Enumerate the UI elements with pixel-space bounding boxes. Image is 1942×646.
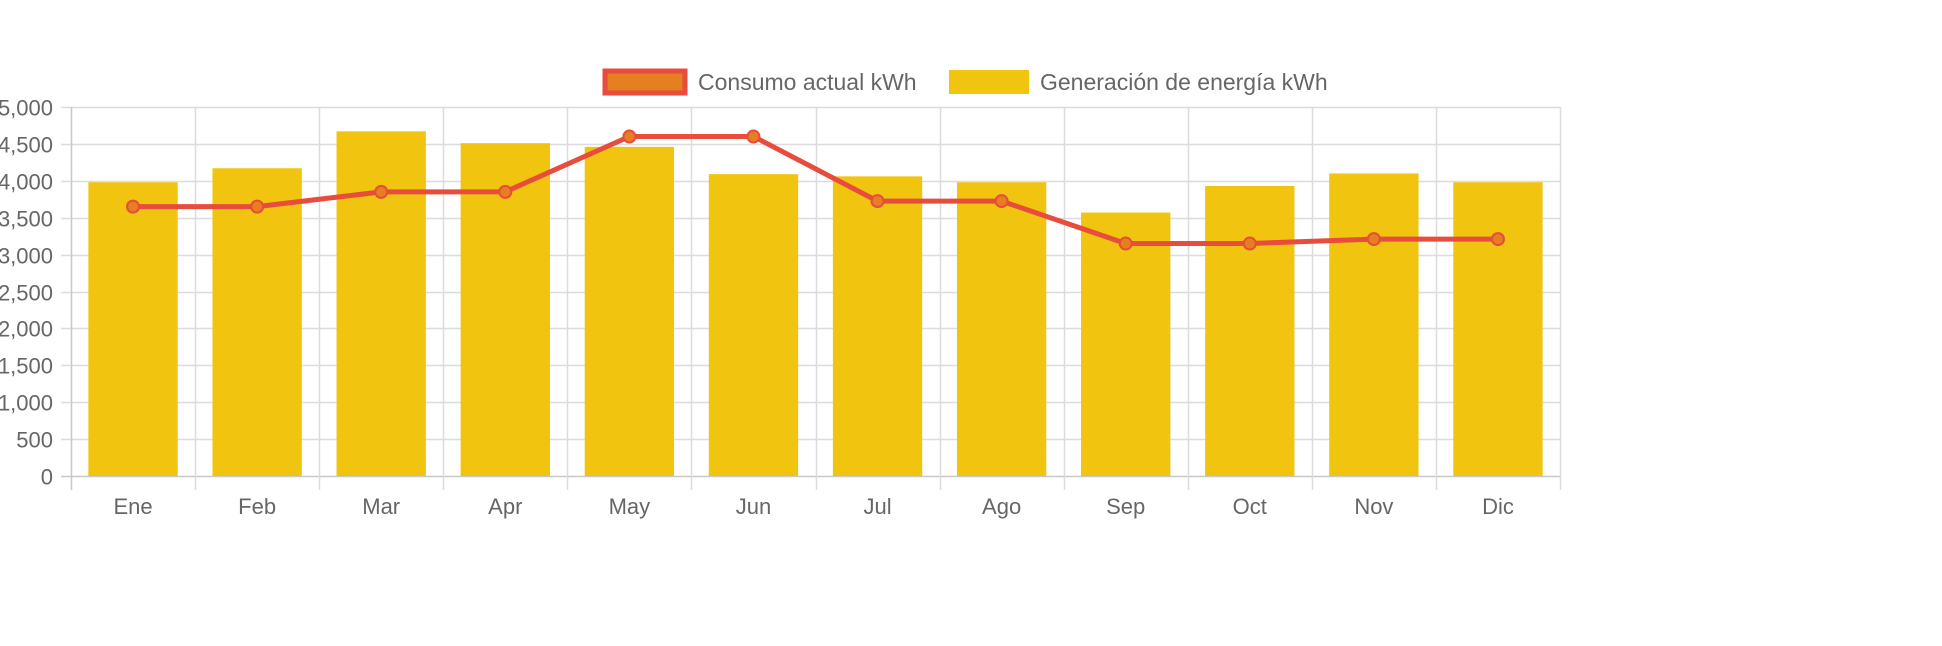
legend-swatch-consumo [602,68,688,96]
grid [61,106,1562,490]
x-tick-label: Nov [1354,494,1393,519]
point-ene[interactable] [126,199,141,214]
x-tick-label: Apr [488,494,522,519]
consumo-line [130,134,1501,247]
point-oct[interactable] [1242,236,1257,251]
legend-label-generacion: Generación de energía kWh [1040,69,1328,95]
point-feb[interactable] [250,199,265,214]
bar-series [88,131,1543,477]
bar-dic[interactable] [1453,182,1543,476]
y-tick-label: 1,500 [0,354,53,379]
x-tick-label: Ago [982,494,1021,519]
bar-sep[interactable] [1081,212,1171,476]
y-tick-label: 5,000 [0,96,53,121]
legend[interactable]: Consumo actual kWh Generación de energía… [602,68,1328,96]
legend-swatch-generacion [949,70,1029,94]
point-nov[interactable] [1366,232,1381,247]
y-tick-label: 0 [41,465,53,490]
point-ago[interactable] [994,194,1009,209]
x-tick-label: Mar [362,494,400,519]
y-tick-label: 500 [16,428,53,453]
y-tick-label: 2,500 [0,281,53,306]
x-tick-label: Ene [113,494,152,519]
point-jul[interactable] [870,194,885,209]
bar-ago[interactable] [956,182,1047,476]
bar-feb[interactable] [212,168,302,476]
y-tick-label: 3,500 [0,207,53,232]
bar-may[interactable] [584,146,675,477]
x-tick-label: Feb [238,494,276,519]
axes: 0 500 1,000 1,500 2,000 2,500 3,000 3,500 4,000 4… [0,96,1514,520]
x-tick-label: Dic [1482,494,1514,519]
point-jun[interactable] [746,129,761,144]
x-tick-label: Oct [1233,494,1267,519]
y-tick-label: 4,000 [0,170,53,195]
bar-mar[interactable] [336,131,426,476]
bar-jul[interactable] [832,176,923,476]
legend-label-consumo: Consumo actual kWh [698,69,917,95]
x-tick-label: Jul [863,494,891,519]
legend-item-generacion[interactable]: Generación de energía kWh [949,69,1328,95]
point-may[interactable] [622,129,637,144]
y-tick-label: 2,000 [0,317,53,342]
point-sep[interactable] [1118,236,1133,251]
legend-item-consumo[interactable]: Consumo actual kWh [602,68,917,96]
bar-jun[interactable] [708,174,799,476]
line-series [126,129,1505,251]
y-tick-label: 3,000 [0,244,53,269]
point-apr[interactable] [498,184,513,199]
point-dic[interactable] [1490,232,1505,247]
bar-nov[interactable] [1329,173,1419,477]
bar-ene[interactable] [88,182,178,476]
x-tick-label: May [609,494,651,519]
y-tick-label: 4,500 [0,133,53,158]
bar-oct[interactable] [1205,185,1295,476]
x-tick-label: Sep [1106,494,1145,519]
point-mar[interactable] [374,184,389,199]
y-tick-label: 1,000 [0,391,53,416]
x-tick-label: Jun [736,494,771,519]
